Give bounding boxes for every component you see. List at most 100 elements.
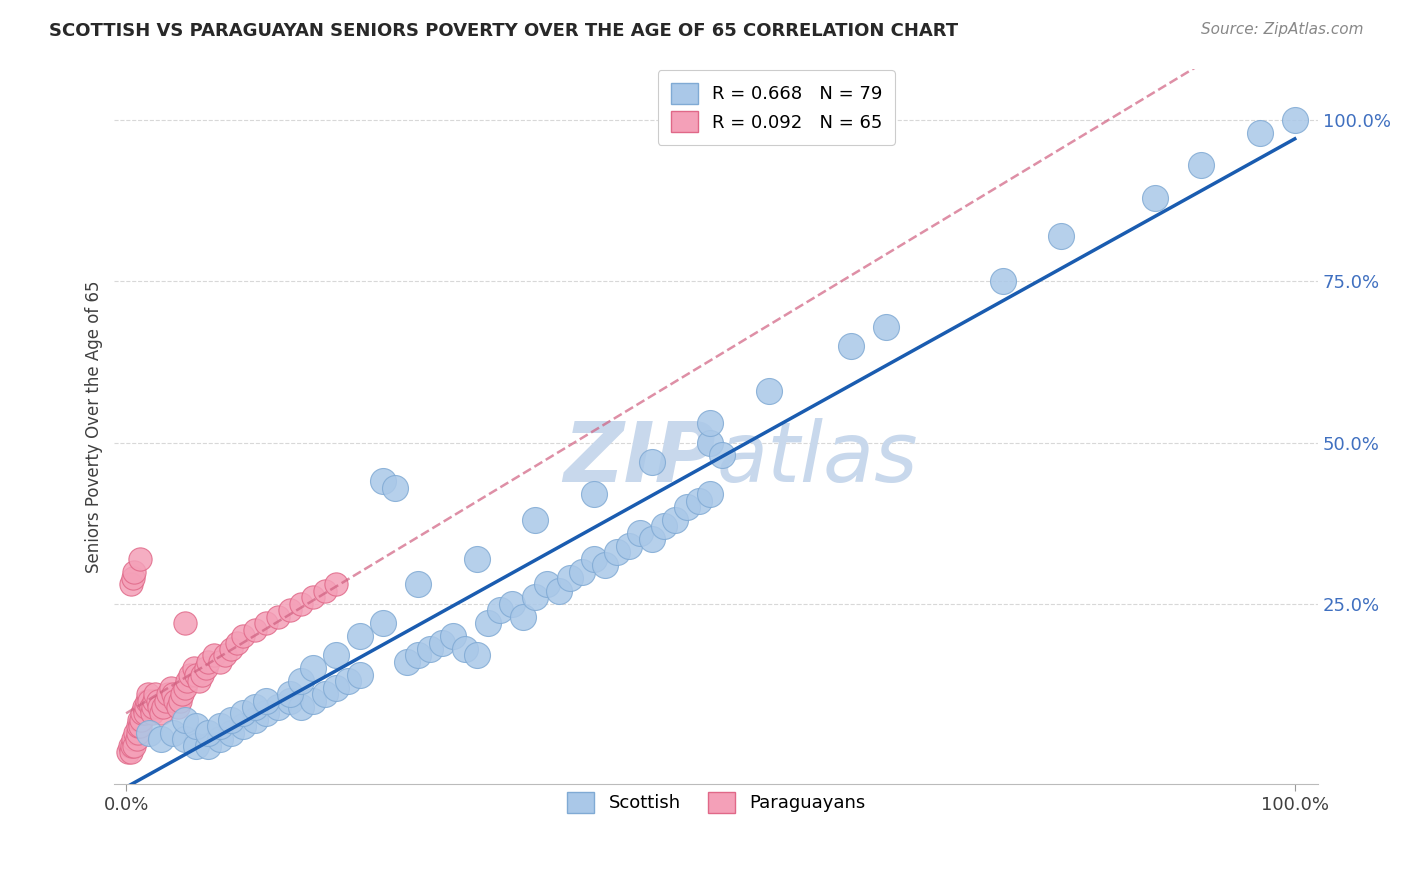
Scottish xyxy=(477,616,499,631)
Scottish xyxy=(243,700,266,714)
Scottish xyxy=(1143,190,1166,204)
Scottish xyxy=(406,648,429,663)
Scottish xyxy=(219,713,242,727)
Paraguayans xyxy=(157,687,180,701)
Scottish xyxy=(512,609,534,624)
Paraguayans xyxy=(127,719,149,733)
Scottish xyxy=(278,687,301,701)
Scottish xyxy=(373,475,395,489)
Paraguayans xyxy=(136,693,159,707)
Scottish xyxy=(571,565,593,579)
Scottish xyxy=(664,513,686,527)
Scottish xyxy=(349,667,371,681)
Paraguayans xyxy=(187,674,209,689)
Paraguayans xyxy=(176,674,198,689)
Paraguayans xyxy=(128,713,150,727)
Paraguayans xyxy=(139,700,162,714)
Scottish xyxy=(560,571,582,585)
Scottish xyxy=(1284,113,1306,128)
Paraguayans xyxy=(121,739,143,753)
Paraguayans xyxy=(152,700,174,714)
Scottish xyxy=(699,435,721,450)
Scottish xyxy=(582,487,605,501)
Paraguayans xyxy=(129,713,152,727)
Scottish xyxy=(617,539,640,553)
Text: atlas: atlas xyxy=(716,418,918,500)
Legend: Scottish, Paraguayans: Scottish, Paraguayans xyxy=(554,780,879,825)
Paraguayans xyxy=(125,732,148,747)
Paraguayans xyxy=(191,667,214,681)
Scottish xyxy=(232,719,254,733)
Paraguayans xyxy=(172,687,194,701)
Scottish xyxy=(652,519,675,533)
Paraguayans xyxy=(302,591,325,605)
Paraguayans xyxy=(148,700,170,714)
Paraguayans xyxy=(136,687,159,701)
Scottish xyxy=(162,726,184,740)
Scottish xyxy=(524,591,547,605)
Y-axis label: Seniors Poverty Over the Age of 65: Seniors Poverty Over the Age of 65 xyxy=(86,280,103,573)
Paraguayans xyxy=(138,693,160,707)
Scottish xyxy=(219,726,242,740)
Scottish xyxy=(536,577,558,591)
Scottish xyxy=(302,693,325,707)
Paraguayans xyxy=(290,597,312,611)
Paraguayans xyxy=(202,648,225,663)
Scottish xyxy=(524,513,547,527)
Scottish xyxy=(758,384,780,398)
Paraguayans xyxy=(146,693,169,707)
Paraguayans xyxy=(117,745,139,759)
Paraguayans xyxy=(124,739,146,753)
Paraguayans xyxy=(169,693,191,707)
Paraguayans xyxy=(166,700,188,714)
Scottish xyxy=(173,732,195,747)
Paraguayans xyxy=(214,648,236,663)
Paraguayans xyxy=(162,687,184,701)
Paraguayans xyxy=(132,700,155,714)
Scottish xyxy=(489,603,512,617)
Scottish xyxy=(349,629,371,643)
Scottish xyxy=(628,525,651,540)
Text: ZIP: ZIP xyxy=(564,418,716,500)
Paraguayans xyxy=(124,565,146,579)
Paraguayans xyxy=(129,551,152,566)
Scottish xyxy=(1189,158,1212,172)
Scottish xyxy=(688,493,710,508)
Scottish xyxy=(278,693,301,707)
Scottish xyxy=(290,674,312,689)
Scottish xyxy=(419,642,441,657)
Paraguayans xyxy=(267,609,290,624)
Scottish xyxy=(676,500,699,514)
Paraguayans xyxy=(173,681,195,695)
Scottish xyxy=(641,533,664,547)
Scottish xyxy=(430,635,453,649)
Paraguayans xyxy=(150,706,173,721)
Paraguayans xyxy=(325,577,347,591)
Scottish xyxy=(302,661,325,675)
Scottish xyxy=(582,551,605,566)
Scottish xyxy=(441,629,464,643)
Scottish xyxy=(150,732,173,747)
Scottish xyxy=(501,597,523,611)
Paraguayans xyxy=(278,603,301,617)
Paraguayans xyxy=(197,655,219,669)
Paraguayans xyxy=(142,700,165,714)
Scottish xyxy=(1249,126,1271,140)
Scottish xyxy=(547,583,569,598)
Paraguayans xyxy=(165,693,187,707)
Paraguayans xyxy=(243,623,266,637)
Scottish xyxy=(173,713,195,727)
Scottish xyxy=(406,577,429,591)
Scottish xyxy=(197,726,219,740)
Paraguayans xyxy=(120,577,142,591)
Paraguayans xyxy=(232,629,254,643)
Paraguayans xyxy=(122,571,145,585)
Scottish xyxy=(290,700,312,714)
Scottish xyxy=(593,558,616,573)
Paraguayans xyxy=(143,693,166,707)
Paraguayans xyxy=(194,661,217,675)
Scottish xyxy=(465,551,488,566)
Paraguayans xyxy=(186,667,208,681)
Paraguayans xyxy=(226,635,249,649)
Paraguayans xyxy=(122,732,145,747)
